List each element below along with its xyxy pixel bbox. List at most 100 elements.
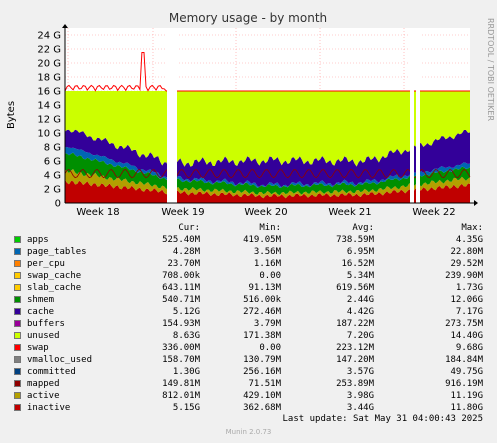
legend-swatch	[14, 404, 21, 411]
legend-avg: 16.52M	[341, 259, 374, 269]
legend-max: 22.80M	[450, 247, 483, 257]
x-tick-label: Week 21	[328, 207, 371, 218]
legend-row-cache: cache 5.12G 272.46M 4.42G 7.17G	[0, 306, 497, 318]
legend-row-vmalloc-used: vmalloc_used 158.70M 130.79M 147.20M 184.84M	[0, 354, 497, 366]
chart-title: Memory usage - by month	[169, 11, 327, 25]
area-active	[65, 169, 470, 199]
legend-name: swap	[27, 343, 49, 353]
legend-swatch	[14, 344, 21, 351]
legend-cur: 540.71M	[162, 295, 200, 305]
memory-chart: 0 2 G 4 G 6 G 8 G 10 G 12 G 14 G 16 G 18 G 20 G 22 …	[6, 11, 495, 218]
legend-row-inactive: inactive 5.15G 362.68M 3.44G 11.80G	[0, 402, 497, 414]
y-tick-label: 12 G	[37, 115, 61, 126]
legend-max: 184.84M	[445, 355, 483, 365]
legend-name: inactive	[27, 403, 71, 413]
legend-row-committed: committed 1.30G 256.16M 3.57G 49.75G	[0, 366, 497, 378]
legend-max: 7.17G	[455, 307, 483, 317]
legend-avg: 4.42G	[346, 307, 374, 317]
legend-avg: 223.12M	[336, 343, 374, 353]
legend-min: 0.00	[259, 343, 281, 353]
legend-cur: 23.70M	[167, 259, 200, 269]
area-page-tables	[65, 147, 470, 188]
y-tick-label: 24 G	[37, 31, 61, 42]
legend-swatch	[14, 260, 21, 267]
y-axis-ticks: 0 2 G 4 G 6 G 8 G 10 G 12 G 14 G 16 G 18 G 20 G 22 …	[37, 31, 61, 210]
legend-swatch	[14, 368, 21, 375]
y-tick-label: 6 G	[44, 157, 61, 168]
legend-avg: 3.98G	[346, 391, 374, 401]
legend-name: swap_cache	[27, 271, 82, 281]
legend-cur: 5.12G	[172, 307, 200, 317]
legend-cur: 525.40M	[162, 235, 200, 245]
legend-max: 1.73G	[455, 283, 483, 293]
header-max: Max:	[461, 223, 483, 233]
area-inactive	[65, 179, 470, 203]
legend-min: 3.79M	[253, 319, 281, 329]
legend-min: 71.51M	[248, 379, 281, 389]
header-avg: Avg:	[352, 223, 374, 233]
legend-name: shmem	[27, 295, 55, 305]
legend-swatch	[14, 320, 21, 327]
series-lines	[64, 52, 471, 179]
gap-strip	[167, 28, 177, 203]
legend-cur: 154.93M	[162, 319, 200, 329]
legend-max: 12.06G	[450, 295, 483, 305]
legend-min: 419.05M	[243, 235, 281, 245]
legend-min: 3.56M	[253, 247, 281, 257]
legend-cur: 5.15G	[172, 403, 200, 413]
y-tick-label: 10 G	[37, 129, 61, 140]
line-committed	[64, 169, 471, 179]
line-swap	[64, 52, 470, 92]
legend-name: slab_cache	[27, 283, 82, 293]
x-axis-arrow	[474, 200, 478, 206]
x-tick-label: Week 22	[412, 207, 455, 218]
legend-swatch	[14, 380, 21, 387]
stacked-areas	[65, 91, 470, 203]
legend-name: committed	[27, 367, 76, 377]
legend-row-slab-cache: slab_cache 643.11M 91.13M 619.56M 1.73G	[0, 282, 497, 294]
legend-min: 1.16M	[253, 259, 281, 269]
munin-version: Munin 2.0.73	[225, 428, 272, 436]
legend-cur: 643.11M	[162, 283, 200, 293]
legend-rows: apps 525.40M 419.05M 738.59M 4.35G page_table…	[0, 234, 497, 414]
legend-swatch	[14, 272, 21, 279]
gap-strip	[410, 28, 414, 203]
legend-max: 4.35G	[455, 235, 483, 245]
legend-cur: 158.70M	[162, 355, 200, 365]
legend-max: 29.52M	[450, 259, 483, 269]
legend-max: 9.68G	[455, 343, 483, 353]
legend-max: 49.75G	[450, 367, 483, 377]
legend-cur: 8.63G	[172, 331, 200, 341]
legend-swatch	[14, 296, 21, 303]
legend-avg: 253.89M	[336, 379, 374, 389]
y-axis-arrow	[62, 24, 68, 28]
header-min: Min:	[259, 223, 281, 233]
legend-cur: 1.30G	[172, 367, 200, 377]
y-tick-label: 22 G	[37, 45, 61, 56]
rrdtool-credit: RRDTOOL / TOBI OETIKER	[486, 18, 495, 121]
legend-row-active: active 812.01M 429.10M 3.98G 11.19G	[0, 390, 497, 402]
legend-avg: 738.59M	[336, 235, 374, 245]
legend-min: 91.13M	[248, 283, 281, 293]
legend-min: 362.68M	[243, 403, 281, 413]
legend-cur: 812.01M	[162, 391, 200, 401]
header-cur: Cur:	[178, 223, 200, 233]
legend-min: 130.79M	[243, 355, 281, 365]
legend-table: Cur: Min: Avg: Max: apps 525.40M 419.05M 73…	[0, 222, 497, 414]
legend-min: 272.46M	[243, 307, 281, 317]
legend-name: mapped	[27, 379, 60, 389]
legend-name: cache	[27, 307, 55, 317]
legend-max: 11.19G	[450, 391, 483, 401]
legend-swatch	[14, 236, 21, 243]
last-update-text: Last update: Sat May 31 04:00:43 2025	[282, 414, 483, 424]
legend-swatch	[14, 332, 21, 339]
y-tick-label: 20 G	[37, 59, 61, 70]
legend-cur: 336.00M	[162, 343, 200, 353]
legend-name: vmalloc_used	[27, 355, 93, 365]
legend-row-swap-cache: swap_cache 708.00k 0.00 5.34M 239.90M	[0, 270, 497, 282]
data-gaps	[167, 28, 420, 203]
legend-swatch	[14, 356, 21, 363]
legend-row-swap: swap 336.00M 0.00 223.12M 9.68G	[0, 342, 497, 354]
y-tick-label: 14 G	[37, 101, 61, 112]
x-axis-labels: Week 18 Week 19 Week 20 Week 21 Week 22	[76, 207, 455, 218]
